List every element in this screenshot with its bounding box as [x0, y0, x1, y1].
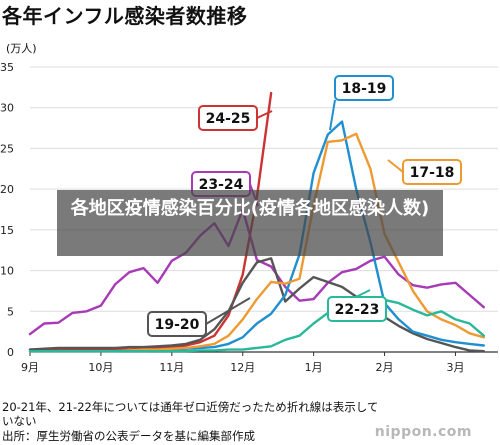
callout-pointer [256, 110, 273, 119]
watermark-text: nippon.com [374, 424, 472, 440]
y-tick-label: 0 [7, 346, 14, 359]
legend-label: 23-24 [199, 177, 244, 193]
series-line-19-20 [28, 257, 485, 353]
line-chart: 0 5 10 15 20 25 30 35 9月 10月 11月 12月 1月 2月 3月 24-25 23-2… [0, 61, 498, 374]
x-tick-label: 1月 [305, 361, 323, 374]
x-tick-label: 9月 [21, 361, 39, 374]
callout-pointer [387, 159, 404, 173]
y-tick-label: 5 [7, 305, 14, 318]
legend-box [402, 159, 462, 185]
y-tick-label: 25 [0, 142, 14, 155]
x-tick-label: 12月 [230, 361, 255, 374]
overlay-caption: 各地区疫情感染百分比(疫情各地区感染人数) [57, 190, 443, 256]
legend-label: 22-23 [335, 302, 380, 318]
legend-box [198, 105, 258, 131]
y-tick-label: 20 [0, 183, 14, 196]
y-tick-label: 15 [0, 224, 14, 237]
x-tick-label: 11月 [159, 361, 184, 374]
x-tick-label: 3月 [446, 361, 464, 374]
callout-pointer [355, 289, 371, 298]
y-tick-label: 30 [0, 102, 14, 115]
x-tick-label: 2月 [376, 361, 394, 374]
legend-label: 19-20 [155, 317, 200, 333]
legend-label: 17-18 [410, 165, 455, 181]
x-tick-label: 10月 [88, 361, 113, 374]
y-axis-unit-label: (万人) [6, 42, 37, 55]
series-line-22-23 [28, 298, 485, 353]
callout-pointer [205, 297, 251, 325]
footnote-line-1: 20-21年、21-22年については通年ゼロ近傍だったため折れ線は表示して [2, 400, 379, 414]
source-note: 出所：厚生労働省の公表データを基に編集部作成 [2, 429, 255, 443]
legend-label: 18-19 [342, 81, 387, 97]
chart-title: 各年インフル感染者数推移 [2, 4, 248, 28]
legend-label: 24-25 [206, 111, 251, 127]
legend-box [334, 75, 394, 101]
y-tick-label: 35 [0, 61, 14, 74]
y-tick-label: 10 [0, 265, 14, 278]
footnote-line-2: いない [2, 414, 37, 428]
callout-pointer [329, 99, 336, 131]
legend-box [147, 311, 207, 337]
legend-box [327, 296, 387, 322]
